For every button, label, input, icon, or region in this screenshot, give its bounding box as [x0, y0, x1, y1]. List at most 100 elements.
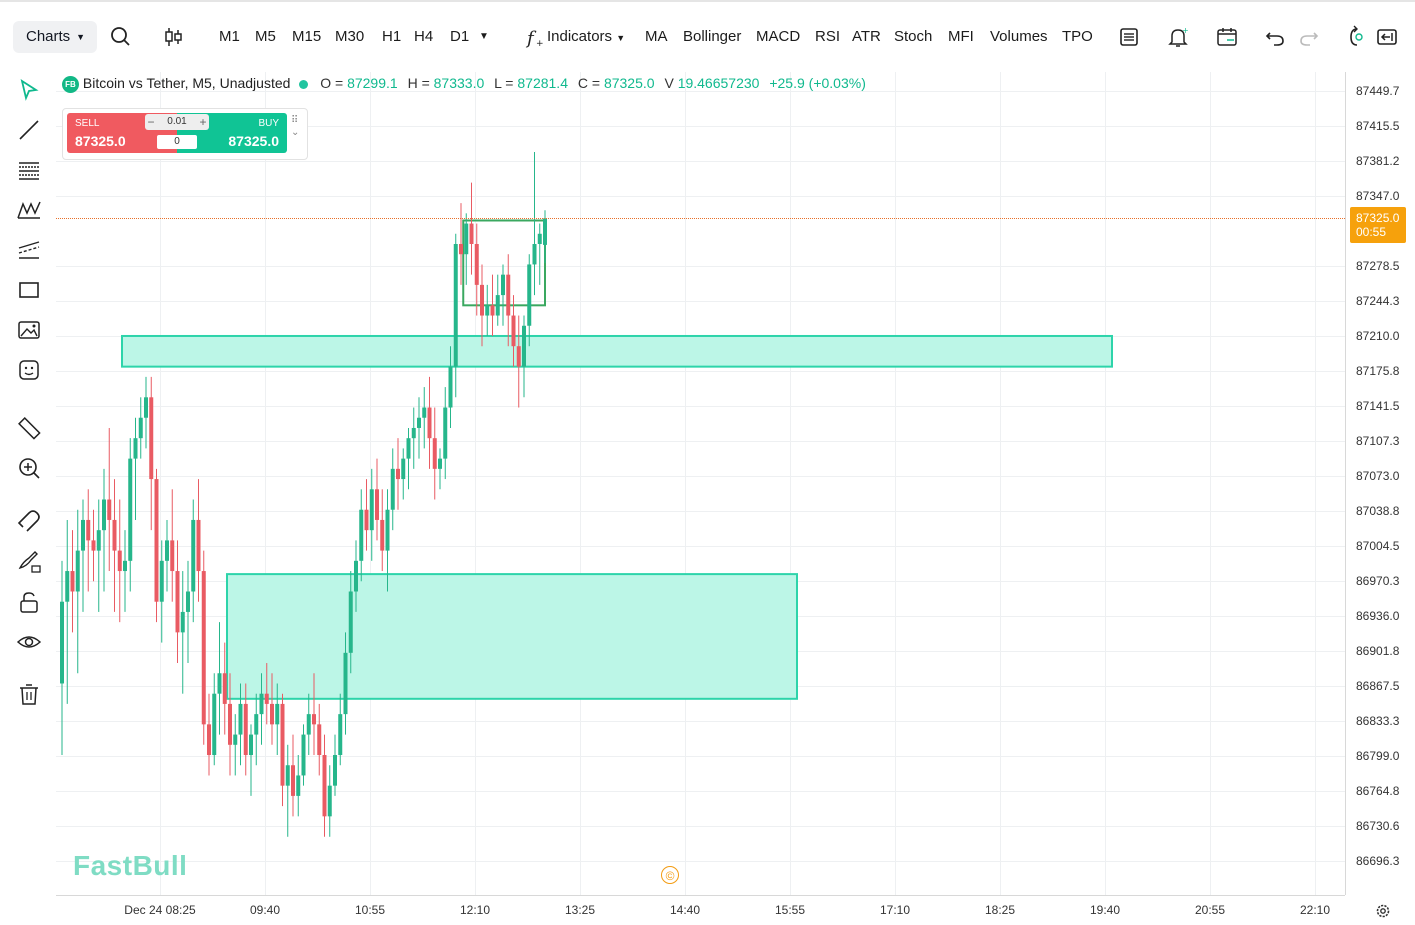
- indicators-button[interactable]: Indicators ▼: [547, 2, 625, 72]
- indicator-mfi[interactable]: MFI: [948, 28, 974, 45]
- candle-body: [354, 560, 358, 592]
- cursor-icon[interactable]: [15, 76, 43, 104]
- zoom-in-icon[interactable]: [15, 454, 43, 482]
- price-tick-label: 87381.2: [1356, 154, 1400, 168]
- high-label: H =: [407, 75, 430, 91]
- candle-body: [159, 560, 164, 602]
- candle-body: [333, 755, 337, 786]
- time-tick-label: 13:25: [564, 903, 596, 917]
- candle-body: [117, 550, 122, 572]
- candle-body: [102, 499, 106, 531]
- drag-handle-icon[interactable]: ⠿ ⌄: [291, 115, 300, 138]
- candle-body: [144, 397, 148, 418]
- image-icon[interactable]: [15, 316, 43, 344]
- timeframe-d1[interactable]: D1: [450, 28, 470, 45]
- redo-icon[interactable]: [1296, 24, 1322, 50]
- trash-icon[interactable]: [15, 680, 43, 708]
- candle-body: [438, 458, 442, 469]
- indicator-rsi[interactable]: RSI: [815, 28, 841, 45]
- indicator-tpo[interactable]: TPO: [1062, 28, 1093, 45]
- candle-body: [222, 673, 227, 704]
- price-tick-label: 87073.0: [1356, 469, 1400, 483]
- price-tick-label: 86764.8: [1356, 783, 1400, 798]
- drawing-toolbar: [0, 72, 56, 732]
- price-tick-label: 86936.0: [1356, 609, 1400, 624]
- alert-bell-icon[interactable]: +: [1165, 24, 1191, 50]
- search-icon[interactable]: [108, 24, 134, 50]
- indicator-volumes[interactable]: Volumes: [990, 28, 1048, 45]
- indicator-atr[interactable]: ATR: [852, 28, 881, 45]
- rectangle-icon[interactable]: [15, 276, 43, 304]
- time-tick-label: 10:55: [354, 903, 386, 917]
- price-tick-label: 86833.3: [1356, 713, 1400, 728]
- eye-icon[interactable]: [15, 628, 43, 656]
- high-value: 87333.0: [433, 75, 485, 91]
- timeframe-m30[interactable]: M30: [335, 28, 365, 45]
- candle-body: [86, 519, 91, 541]
- candle-body: [217, 673, 222, 694]
- price-tick-label: 86867.5: [1356, 679, 1400, 694]
- symbol-title[interactable]: Bitcoin vs Tether, M5, Unadjusted: [82, 75, 291, 91]
- timeframe-h1[interactable]: H1: [382, 28, 402, 45]
- timeframe-more-icon[interactable]: ▼: [479, 31, 489, 42]
- function-icon[interactable]: f +: [522, 24, 548, 50]
- open-label: O =: [320, 75, 344, 91]
- timeframe-m15[interactable]: M15: [292, 28, 322, 45]
- candle-body: [375, 489, 379, 520]
- indicator-bollinger[interactable]: Bollinger: [683, 28, 742, 45]
- candle-body: [60, 601, 64, 684]
- lock-icon[interactable]: [15, 588, 43, 616]
- quantity-input[interactable]: 0: [157, 135, 197, 149]
- candle-body: [516, 346, 521, 367]
- fullscreen-exit-icon[interactable]: [1374, 24, 1400, 50]
- candle-body: [285, 765, 290, 786]
- candle-body: [70, 571, 75, 592]
- lot-stepper[interactable]: − 0.01 +: [145, 114, 209, 130]
- emoji-icon[interactable]: [15, 356, 43, 384]
- candle-body: [238, 703, 243, 735]
- candle-body: [485, 305, 490, 316]
- low-value: 87281.4: [517, 75, 568, 91]
- fib-icon[interactable]: [15, 156, 43, 184]
- indicator-macd[interactable]: MACD: [756, 28, 801, 45]
- gear-icon[interactable]: [1374, 902, 1392, 920]
- calendar-icon[interactable]: [1214, 24, 1240, 50]
- channel-icon[interactable]: [15, 236, 43, 264]
- brush-lock-icon[interactable]: [15, 548, 43, 576]
- candle-body: [480, 284, 484, 316]
- volume-value: 19.46657230: [677, 75, 760, 91]
- lot-minus-button[interactable]: −: [147, 115, 155, 129]
- magnet-icon[interactable]: [15, 508, 43, 536]
- candle-body: [338, 714, 343, 756]
- ruler-icon[interactable]: [15, 414, 43, 442]
- price-tick-label: 87210.0: [1356, 328, 1400, 343]
- brand-watermark: FastBull: [73, 850, 188, 881]
- candle-body: [170, 540, 175, 572]
- candle-body: [133, 438, 138, 459]
- timeframe-m1[interactable]: M1: [219, 28, 240, 45]
- candle-body: [406, 438, 411, 459]
- pattern-icon[interactable]: [15, 196, 43, 224]
- candle-body: [138, 417, 143, 439]
- indicator-stoch[interactable]: Stoch: [894, 28, 933, 45]
- lot-plus-button[interactable]: +: [199, 115, 207, 129]
- price-tick-label: 87278.5: [1356, 258, 1400, 273]
- indicator-ma[interactable]: MA: [645, 28, 668, 45]
- candle-body: [207, 724, 211, 756]
- change-value: +25.9 (+0.03%): [769, 75, 866, 91]
- trendline-icon[interactable]: [15, 116, 43, 144]
- layout-icon[interactable]: [1116, 24, 1142, 50]
- buy-price: 87325.0: [228, 133, 279, 149]
- price-tick-label: 86799.0: [1356, 749, 1400, 764]
- replay-icon[interactable]: [1343, 24, 1369, 50]
- candle-body: [453, 243, 458, 367]
- timeframe-m5[interactable]: M5: [255, 28, 276, 45]
- timeframe-h4[interactable]: H4: [414, 28, 434, 45]
- candle-body: [212, 693, 217, 756]
- charts-menu-button[interactable]: Charts ▼: [13, 21, 97, 53]
- undo-icon[interactable]: [1262, 24, 1288, 50]
- candle-body: [522, 325, 526, 367]
- candle-body: [527, 264, 532, 326]
- candles-icon[interactable]: [160, 24, 186, 50]
